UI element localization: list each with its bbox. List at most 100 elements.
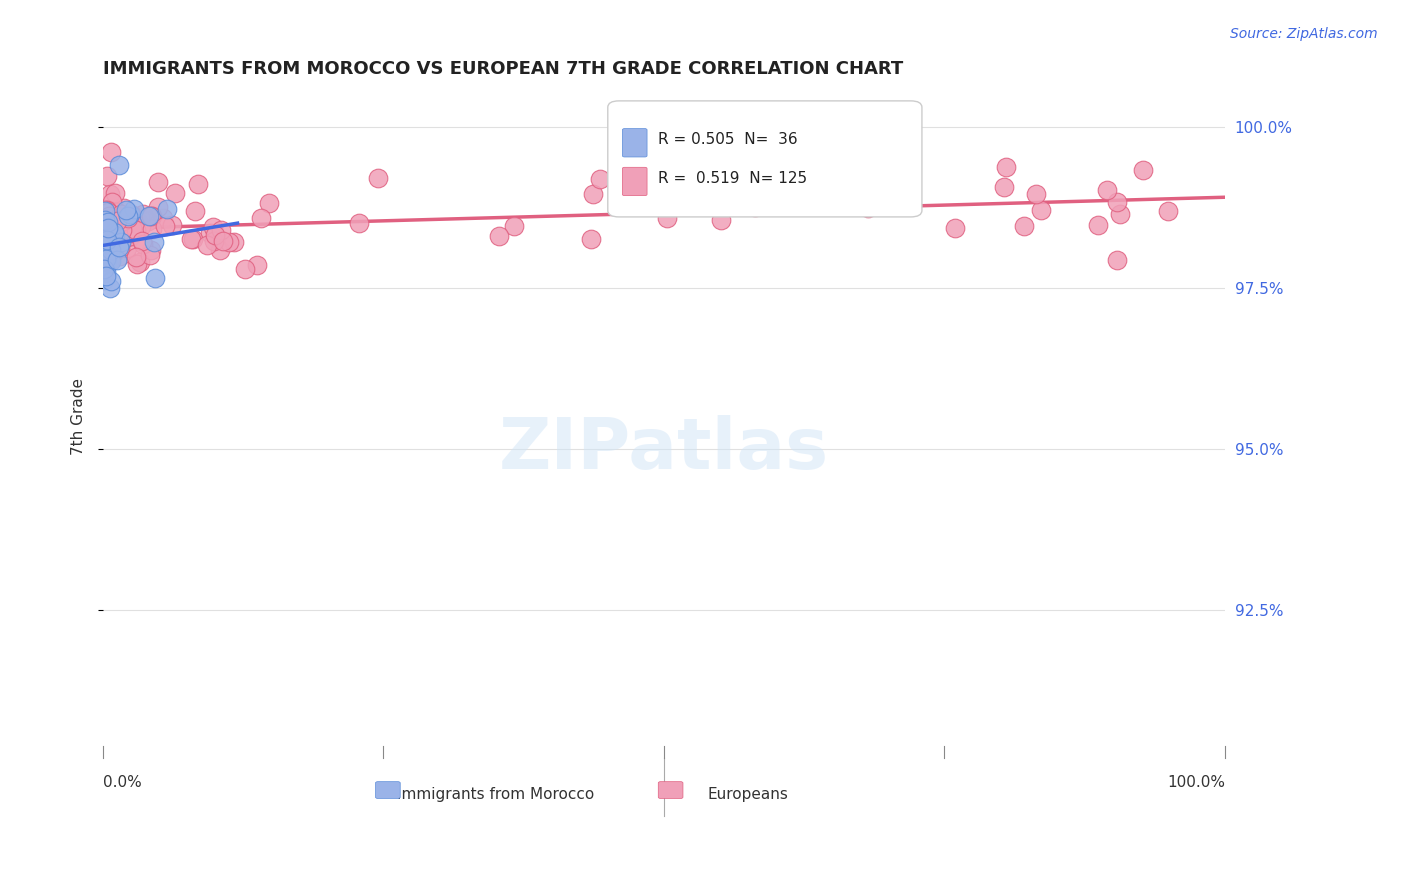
Immigrants from Morocco (93, 213, 115, 227)
Europeans (710, 213, 733, 227)
FancyBboxPatch shape (375, 781, 401, 798)
Europeans (163, 186, 186, 200)
Europeans (132, 237, 155, 252)
Immigrants from Morocco (143, 235, 166, 249)
Immigrants from Morocco (100, 274, 122, 288)
Text: IMMIGRANTS FROM MOROCCO VS EUROPEAN 7TH GRADE CORRELATION CHART: IMMIGRANTS FROM MOROCCO VS EUROPEAN 7TH … (103, 60, 903, 78)
Text: Immigrants from Morocco: Immigrants from Morocco (396, 788, 595, 803)
Immigrants from Morocco (93, 273, 115, 287)
Immigrants from Morocco (117, 209, 139, 223)
Europeans (579, 232, 602, 246)
Europeans (882, 168, 904, 182)
Europeans (141, 210, 163, 224)
Europeans (589, 172, 612, 186)
Europeans (93, 241, 115, 255)
Europeans (97, 225, 120, 239)
Europeans (125, 257, 148, 271)
Europeans (101, 194, 124, 209)
Europeans (655, 211, 678, 226)
FancyBboxPatch shape (607, 101, 922, 217)
Europeans (233, 261, 256, 276)
Europeans (250, 211, 273, 225)
Europeans (104, 219, 127, 233)
Europeans (125, 223, 148, 237)
Europeans (120, 228, 142, 243)
Europeans (488, 228, 510, 243)
Europeans (195, 237, 218, 252)
Europeans (103, 244, 125, 259)
Europeans (101, 243, 124, 257)
Immigrants from Morocco (110, 235, 132, 249)
Europeans (257, 196, 280, 211)
Text: Europeans: Europeans (707, 788, 789, 803)
Text: 100.0%: 100.0% (1167, 774, 1225, 789)
Europeans (208, 243, 231, 257)
Europeans (1025, 187, 1047, 202)
Europeans (101, 230, 124, 244)
Europeans (347, 217, 370, 231)
Europeans (153, 219, 176, 233)
Europeans (1095, 183, 1118, 197)
Europeans (93, 249, 115, 263)
Europeans (104, 218, 127, 232)
Europeans (1105, 194, 1128, 209)
FancyBboxPatch shape (623, 168, 647, 195)
Europeans (222, 235, 245, 249)
Europeans (503, 219, 526, 234)
Europeans (1132, 163, 1154, 178)
Europeans (152, 211, 174, 226)
Europeans (744, 200, 766, 214)
Europeans (105, 204, 128, 219)
Europeans (658, 199, 681, 213)
Immigrants from Morocco (93, 262, 115, 277)
Immigrants from Morocco (118, 207, 141, 221)
Immigrants from Morocco (93, 231, 115, 245)
Europeans (121, 221, 143, 235)
Europeans (1157, 203, 1180, 218)
Europeans (136, 213, 159, 227)
Europeans (97, 243, 120, 257)
Europeans (1087, 218, 1109, 232)
Europeans (141, 209, 163, 223)
Europeans (93, 242, 115, 256)
Immigrants from Morocco (97, 215, 120, 229)
Europeans (783, 189, 806, 203)
Immigrants from Morocco (652, 152, 675, 166)
Europeans (146, 175, 169, 189)
Europeans (98, 251, 121, 265)
Europeans (209, 223, 232, 237)
Europeans (1031, 203, 1053, 218)
Europeans (111, 223, 134, 237)
Text: ZIPatlas: ZIPatlas (499, 415, 830, 483)
Europeans (160, 218, 183, 232)
Europeans (97, 205, 120, 219)
Text: R = 0.505  N=  36: R = 0.505 N= 36 (658, 132, 797, 147)
Europeans (97, 231, 120, 245)
Europeans (94, 244, 117, 258)
Europeans (582, 187, 605, 202)
Europeans (943, 221, 966, 235)
Immigrants from Morocco (97, 220, 120, 235)
Europeans (138, 248, 160, 262)
Europeans (995, 160, 1018, 174)
Europeans (96, 202, 118, 217)
Europeans (759, 183, 782, 197)
Europeans (127, 214, 149, 228)
Europeans (742, 197, 765, 211)
Europeans (94, 209, 117, 223)
Europeans (1105, 252, 1128, 267)
Europeans (110, 207, 132, 221)
Europeans (120, 226, 142, 240)
Europeans (108, 210, 131, 224)
Immigrants from Morocco (93, 252, 115, 267)
Europeans (146, 200, 169, 214)
Text: R =  0.519  N= 125: R = 0.519 N= 125 (658, 170, 807, 186)
Europeans (181, 232, 204, 246)
Immigrants from Morocco (107, 240, 129, 254)
Y-axis label: 7th Grade: 7th Grade (72, 378, 86, 455)
Europeans (108, 241, 131, 255)
Europeans (94, 247, 117, 261)
Europeans (112, 214, 135, 228)
Europeans (94, 221, 117, 235)
Europeans (183, 203, 205, 218)
